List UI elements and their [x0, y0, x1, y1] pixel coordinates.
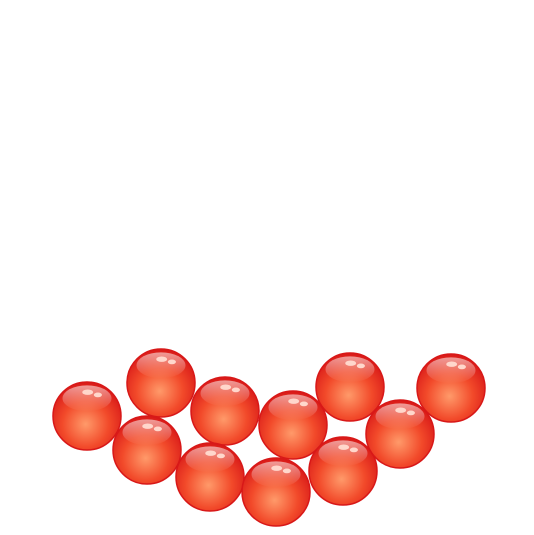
ball-shine: [282, 468, 291, 474]
ball-gloss: [426, 357, 476, 384]
red-ball: [315, 352, 385, 422]
ball-shine: [93, 392, 102, 398]
red-ball: [190, 376, 260, 446]
ball-gloss: [62, 385, 112, 412]
ball-shine: [205, 450, 217, 456]
ball-shine: [220, 384, 232, 390]
ball-shine: [457, 364, 466, 370]
ball-shine: [349, 447, 358, 453]
ball-shine: [395, 407, 407, 413]
red-ball: [112, 415, 182, 485]
ball-gloss: [325, 356, 375, 383]
ball-gloss: [318, 440, 368, 467]
ball-shine: [271, 465, 283, 471]
ball-shine: [82, 389, 94, 395]
red-ball: [258, 390, 328, 460]
ball-shine: [299, 401, 308, 407]
red-ball: [416, 353, 486, 423]
ball-shine: [142, 423, 154, 429]
ball-shine: [231, 387, 240, 393]
ball-shine: [356, 363, 365, 369]
ball-shine: [216, 453, 225, 459]
ball-gloss: [375, 403, 425, 430]
red-ball: [175, 442, 245, 512]
red-ball: [126, 348, 196, 418]
ball-gloss: [251, 461, 301, 488]
red-ball: [308, 436, 378, 506]
ball-shine: [167, 359, 176, 365]
red-ball: [52, 381, 122, 451]
ball-gloss: [136, 352, 186, 379]
ball-shine: [345, 360, 357, 366]
ball-gloss: [185, 446, 235, 473]
ball-shine: [446, 361, 458, 367]
balls-group: [52, 348, 486, 527]
red-ball: [365, 399, 435, 469]
red-ball: [241, 457, 311, 527]
ball-shine: [156, 356, 168, 362]
ball-gloss: [122, 419, 172, 446]
ball-shine: [338, 444, 350, 450]
ball-shine: [153, 426, 162, 432]
ball-gloss: [268, 394, 318, 421]
ball-shine: [288, 398, 300, 404]
ball-shine: [406, 410, 415, 416]
ball-gloss: [200, 380, 250, 407]
